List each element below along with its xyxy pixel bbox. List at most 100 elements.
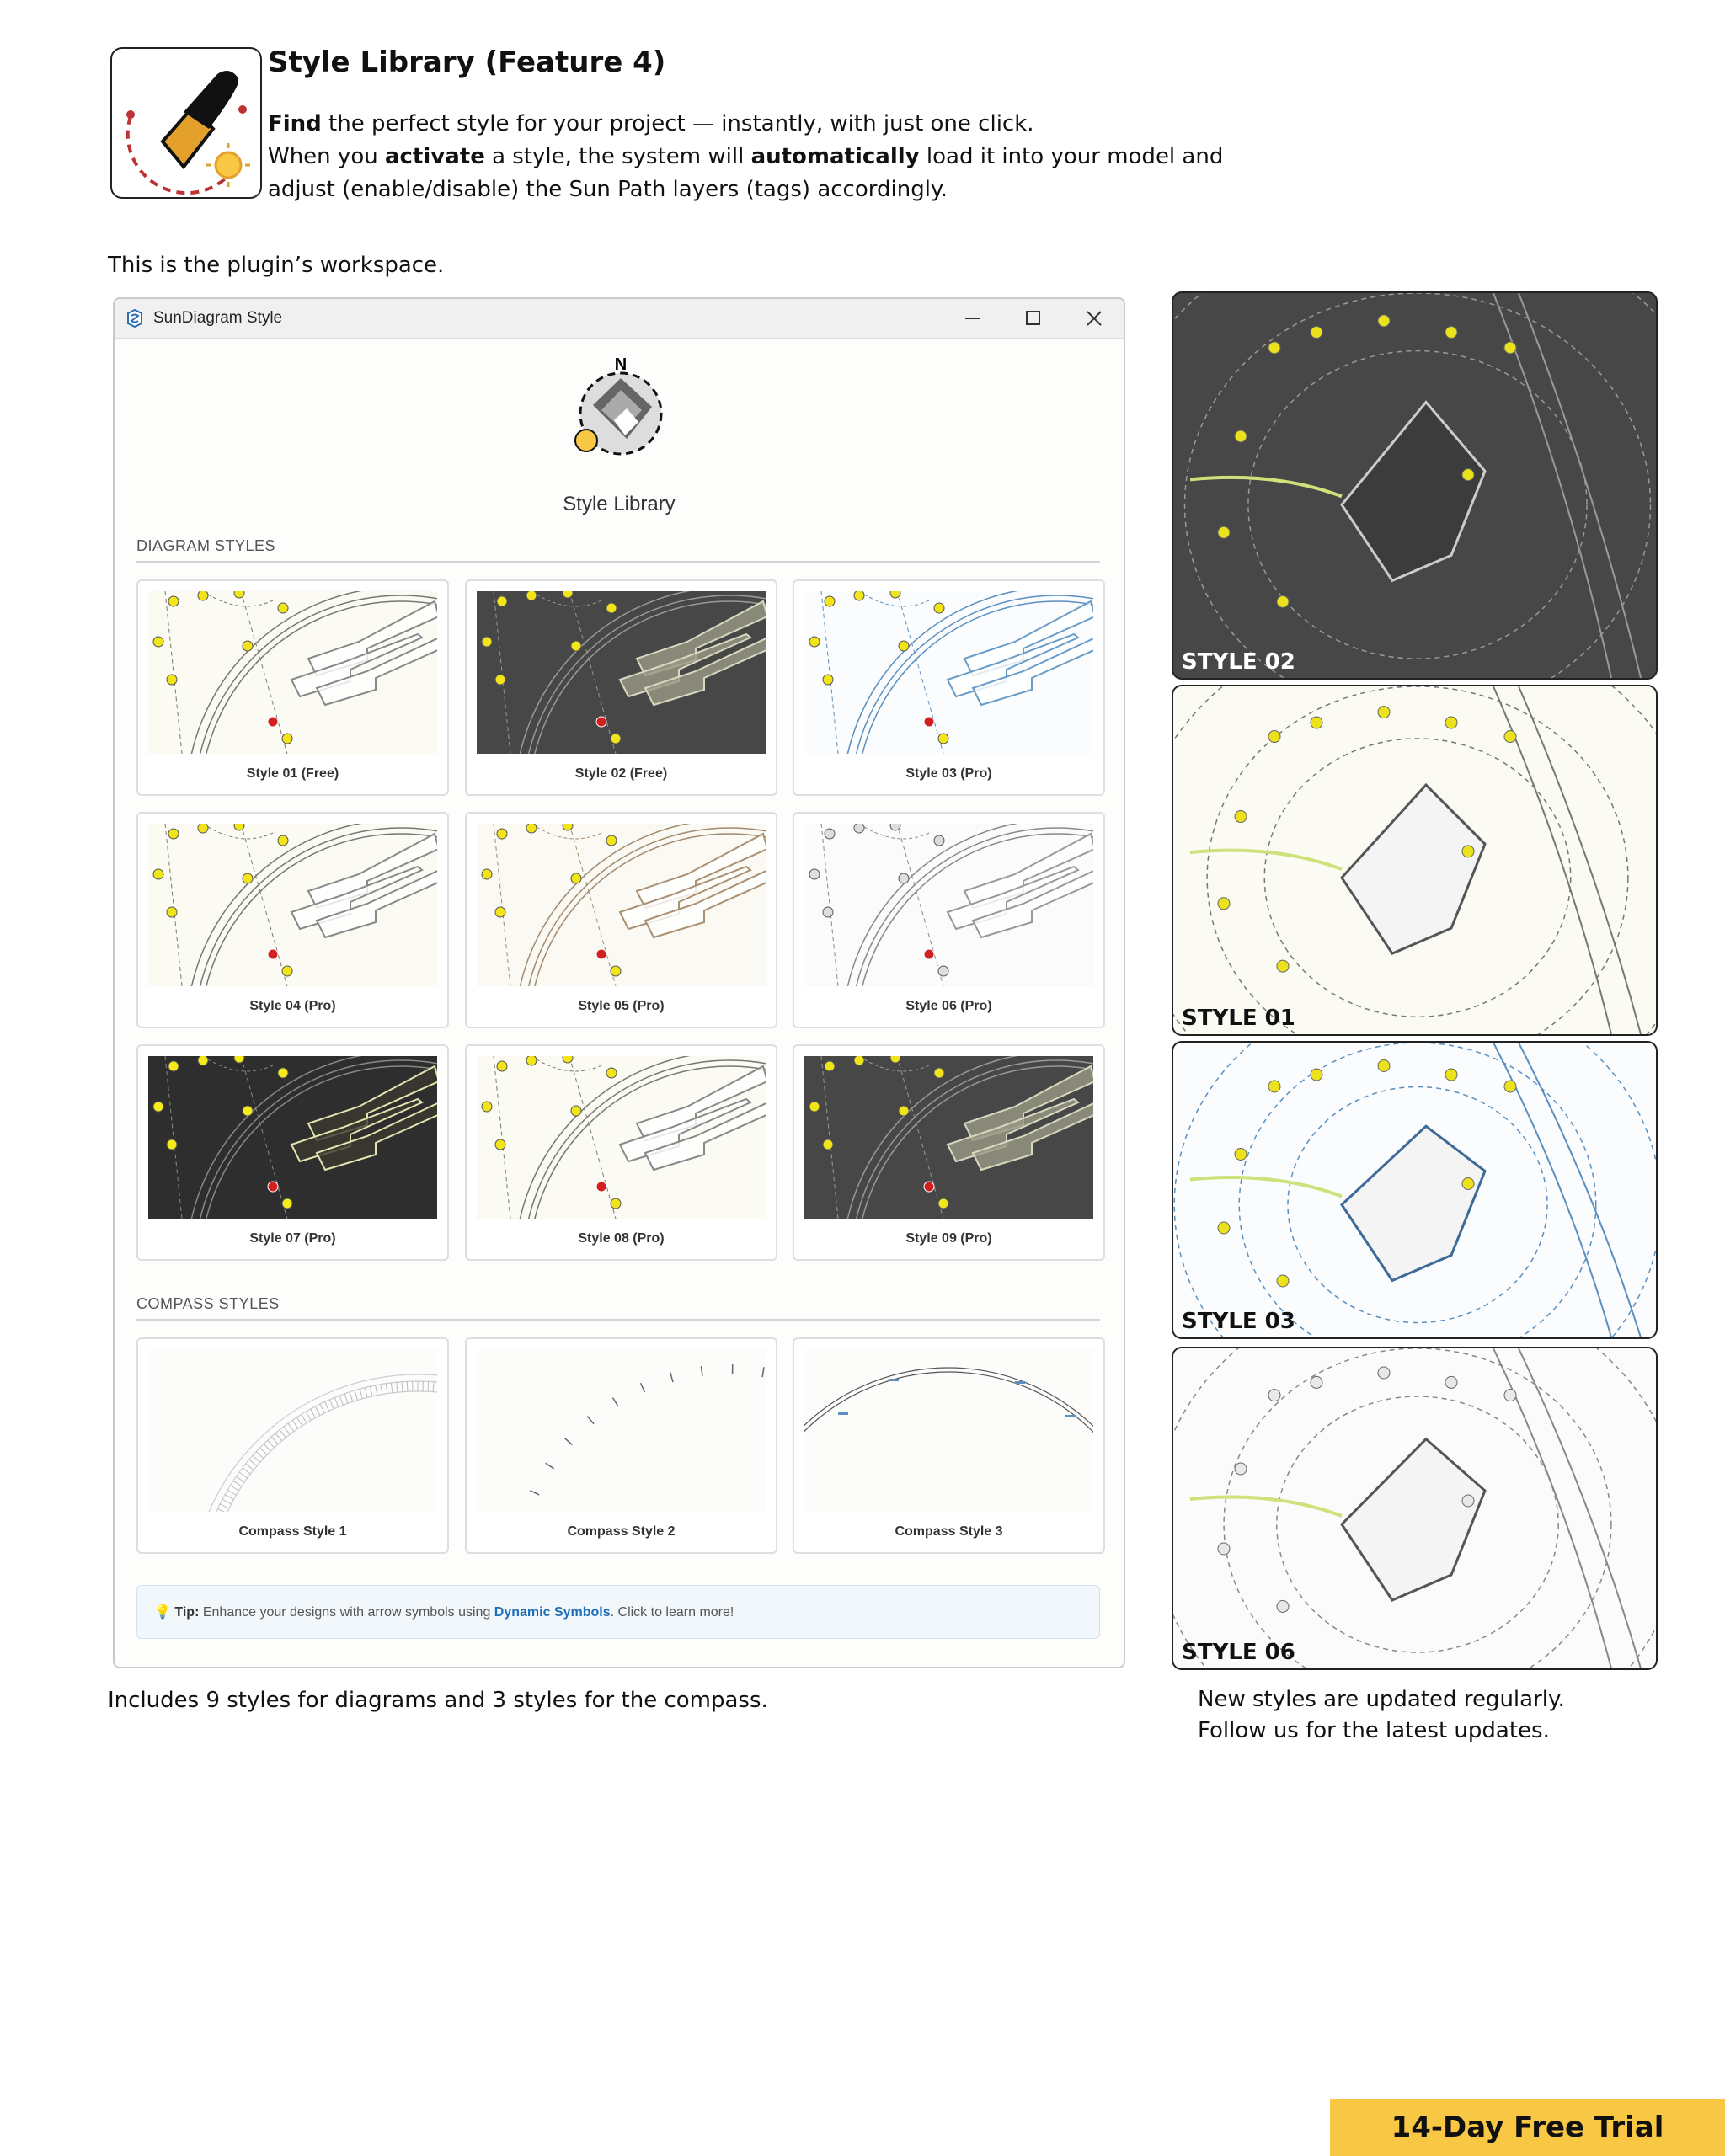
style-card[interactable]: Style 09 (Pro) (793, 1044, 1105, 1261)
wind-arrow (618, 632, 752, 698)
compass-tick (529, 1490, 540, 1496)
sun-dot (562, 1056, 574, 1064)
tip-banner[interactable]: 💡 Tip: Enhance your designs with arrow s… (136, 1585, 1100, 1639)
text-segment: a style, the system will (484, 144, 751, 169)
sun-dot (1445, 716, 1458, 729)
sun-dot (610, 733, 622, 744)
sun-dot (1461, 1177, 1475, 1190)
sun-dot (496, 595, 508, 607)
sun-dot (889, 1056, 901, 1064)
style-name: Style 04 (Pro) (249, 999, 336, 1013)
style-name: Style 01 (Free) (246, 766, 339, 781)
sun-dot (1268, 730, 1281, 744)
window-controls[interactable] (957, 306, 1117, 331)
style-card[interactable]: Style 08 (Pro) (465, 1044, 777, 1261)
compass-tick (369, 1386, 373, 1396)
sun-dot (277, 1067, 289, 1079)
style-card[interactable]: Style 03 (Pro) (793, 579, 1105, 796)
right-caption: New styles are updated regularly. Follow… (1198, 1684, 1565, 1747)
library-logo: N (574, 355, 663, 456)
sun-dot (822, 906, 834, 918)
compass-tick (227, 1489, 237, 1496)
compass-tick (364, 1387, 368, 1398)
sun-dot (898, 640, 910, 652)
style-card[interactable]: Style 04 (Pro) (136, 812, 449, 1028)
preview-render (1173, 1348, 1656, 1668)
wind-arrow (315, 638, 437, 707)
compass-tick (432, 1381, 435, 1392)
free-trial-button[interactable]: 14-Day Free Trial (1330, 2099, 1725, 2156)
section-title: DIAGRAM STYLES (136, 537, 276, 554)
hour-line (896, 1056, 944, 1219)
tip-label: Tip: (174, 1605, 200, 1620)
style-card[interactable]: Style 01 (Free) (136, 579, 449, 796)
hour-line (531, 824, 604, 840)
plugin-window: SunDiagram Style N Style Library 💡 Tip: … (113, 297, 1125, 1668)
hour-line (896, 591, 944, 754)
sun-dot (494, 674, 506, 686)
wind-arrow (971, 870, 1093, 939)
style-card[interactable]: Style 05 (Pro) (465, 812, 777, 1028)
sun-dot (853, 591, 865, 601)
sun-dot (562, 824, 574, 831)
sun-dot (1461, 845, 1475, 858)
sun-dot (889, 824, 901, 831)
style-card[interactable]: Compass Style 3 (793, 1337, 1105, 1554)
sun-dot (610, 965, 622, 977)
wind-arrow (618, 865, 752, 931)
style-card[interactable]: Compass Style 1 (136, 1337, 449, 1554)
tip-text: Enhance your designs with arrow symbols … (199, 1605, 494, 1620)
wind-arrow (644, 1102, 766, 1171)
sun-dot (281, 1198, 293, 1209)
wind-flow (1189, 1176, 1343, 1198)
wind-arrow (946, 632, 1080, 698)
style-thumbnail (148, 1349, 437, 1512)
style-preview: STYLE 06 (1172, 1347, 1658, 1670)
svg-text:N: N (615, 355, 627, 374)
style-card[interactable]: Compass Style 2 (465, 1337, 777, 1554)
hour-line (569, 824, 617, 986)
sun-dot (1503, 1080, 1517, 1093)
sun-path-ring (206, 1065, 437, 1219)
compass-tick (563, 1438, 573, 1446)
sun-dot (1503, 730, 1517, 744)
compass-tick (396, 1382, 398, 1393)
style-card[interactable]: Style 07 (Pro) (136, 1044, 449, 1261)
sun-path-ring (206, 600, 437, 754)
style-thumbnail (148, 824, 437, 986)
sun-dot (233, 824, 245, 831)
sun-dot (168, 828, 179, 840)
wind-flow (1189, 848, 1343, 872)
sun-dot (809, 868, 820, 880)
style-card[interactable]: Style 02 (Free) (465, 579, 777, 796)
text-segment: When you (268, 144, 385, 169)
style-preview: STYLE 01 (1172, 685, 1658, 1036)
sun-dot (889, 591, 901, 599)
sun-dot (1503, 1389, 1517, 1402)
thumb-bg (804, 1349, 1093, 1512)
sun-dot (1234, 810, 1247, 824)
preview-label: STYLE 06 (1182, 1640, 1295, 1665)
style-card[interactable]: Style 06 (Pro) (793, 812, 1105, 1028)
compass-tick (401, 1381, 403, 1392)
tip-link[interactable]: Dynamic Symbols (494, 1605, 611, 1620)
sun-path-ring (528, 827, 766, 986)
sun-dot (933, 602, 945, 614)
compass-tick (236, 1476, 245, 1483)
sun-path-ring (862, 833, 1093, 986)
sun-dot (824, 828, 836, 840)
sun-dot (496, 828, 508, 840)
wind-flow (1189, 1495, 1343, 1518)
sun-dot (1503, 341, 1517, 355)
sun-dot (809, 636, 820, 648)
sun-path-ring (200, 827, 437, 986)
preview-label: STYLE 01 (1182, 1006, 1295, 1031)
app-icon (127, 308, 142, 328)
compass-ring (208, 1374, 437, 1512)
sun-position (267, 716, 279, 728)
sun-dot (1217, 1542, 1231, 1556)
wind-arrow (946, 1097, 1080, 1163)
compass-ring (804, 1371, 1093, 1433)
building (1340, 782, 1487, 956)
sun-dot (152, 636, 164, 648)
